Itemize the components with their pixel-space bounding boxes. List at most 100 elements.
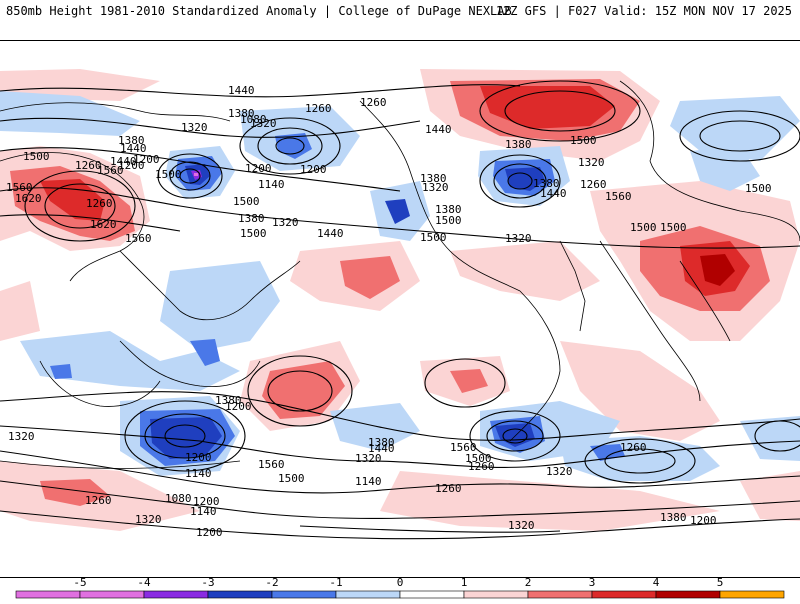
contour-label: 1080 xyxy=(165,492,192,505)
contour-label: 1440 xyxy=(425,123,452,136)
contour-label: 1380 xyxy=(420,172,447,185)
model-run-info: 12Z GFS | F027 Valid: 15Z MON NOV 17 202… xyxy=(495,4,792,18)
colorbar-tick-label: -2 xyxy=(265,576,278,589)
contour-label: 1200 xyxy=(245,162,272,175)
colorbar-swatch xyxy=(655,590,721,599)
contour-label: 1560 xyxy=(258,458,285,471)
contour-label: 1560 xyxy=(125,232,152,245)
contour-label: 1380 xyxy=(368,436,395,449)
colorbar-tick-label: 0 xyxy=(397,576,404,589)
contour-label: 1080 xyxy=(240,113,267,126)
contour-label: 1140 xyxy=(190,505,217,518)
contour-label: 1260 xyxy=(620,441,647,454)
contour-label: 1260 xyxy=(85,494,112,507)
colorbar-tick-label: 2 xyxy=(525,576,532,589)
contour-label: 1440 xyxy=(317,227,344,240)
contour-label: 1320 xyxy=(250,117,277,130)
contour-label: 1320 xyxy=(272,216,299,229)
colorbar-tick-label: 5 xyxy=(717,576,724,589)
contour-label: 1500 xyxy=(155,168,182,181)
contour-label: 1380 xyxy=(228,107,255,120)
contour-label: 1620 xyxy=(15,192,42,205)
contour-label: 1440 xyxy=(368,442,395,455)
colorbar-swatch xyxy=(207,590,273,599)
contour-label: 1500 xyxy=(745,182,772,195)
colorbar-tick-label: -5 xyxy=(73,576,86,589)
contour-label: 1260 xyxy=(305,102,332,115)
contour-label: 1500 xyxy=(420,231,447,244)
contour-label: 1440 xyxy=(228,84,255,97)
contour-label: 1320 xyxy=(181,121,208,134)
contour-label: 1560 xyxy=(605,190,632,203)
contour-label: 1620 xyxy=(90,218,117,231)
colorbar-swatch xyxy=(79,590,145,599)
contour-label: 1560 xyxy=(450,441,477,454)
contour-label: 1500 xyxy=(240,227,267,240)
colorbar-tick-label: 1 xyxy=(461,576,468,589)
contour-label: 1200 xyxy=(196,526,223,539)
colorbar-swatch xyxy=(463,590,529,599)
contour-label: 1260 xyxy=(360,96,387,109)
contour-label: 1500 xyxy=(23,150,50,163)
contour-label: 1200 xyxy=(133,153,160,166)
colorbar-swatches xyxy=(15,590,785,599)
contour-label: 1320 xyxy=(135,513,162,526)
contour-label: 1440 xyxy=(120,142,147,155)
contour-label: 1200 xyxy=(118,159,145,172)
colorbar-tick-label: 4 xyxy=(653,576,660,589)
negative-anomaly-shading xyxy=(0,91,800,481)
contour-label: 1500 xyxy=(278,472,305,485)
contour-label: 1140 xyxy=(185,467,212,480)
contour-label: 1440 xyxy=(110,155,137,168)
contour-label: 1320 xyxy=(8,430,35,443)
anomaly-map: 1440138012601200132013801320126012001440… xyxy=(0,40,800,578)
contour-label: 1320 xyxy=(505,232,532,245)
colorbar-tick-label: -3 xyxy=(201,576,214,589)
contour-label: 1260 xyxy=(86,197,113,210)
colorbar-swatch xyxy=(271,590,337,599)
contour-label: 1500 xyxy=(630,221,657,234)
contour-label: 1140 xyxy=(258,178,285,191)
contour-label: 1500 xyxy=(660,221,687,234)
contour-label: 1560 xyxy=(97,164,124,177)
contour-label: 1500 xyxy=(233,195,260,208)
contour-label: 1320 xyxy=(422,181,449,194)
contour-label: 1260 xyxy=(468,460,495,473)
contour-label: 1200 xyxy=(225,400,252,413)
colorbar-swatch xyxy=(719,590,785,599)
colorbar-swatch xyxy=(527,590,593,599)
colorbar-swatch xyxy=(143,590,209,599)
contour-label: 1500 xyxy=(570,134,597,147)
contour-label: 1200 xyxy=(193,495,220,508)
contour-label: 1380 xyxy=(435,203,462,216)
colorbar-swatch xyxy=(399,590,465,599)
contour-label: 1380 xyxy=(215,394,242,407)
colorbar-tick-label: -4 xyxy=(137,576,151,589)
colorbar-tick-label: 3 xyxy=(589,576,596,589)
contour-label: 1200 xyxy=(690,514,717,527)
contour-label: 1260 xyxy=(580,178,607,191)
contour-label: 1320 xyxy=(355,452,382,465)
contour-label: 1380 xyxy=(533,177,560,190)
contour-label: 1200 xyxy=(185,451,212,464)
colorbar-tick-labels: -5 -4 -3 -2 -1 0 1 2 3 4 5 xyxy=(73,576,723,589)
colorbar-swatch xyxy=(335,590,401,599)
contour-label: 1140 xyxy=(355,475,382,488)
contour-label: 1380 xyxy=(118,134,145,147)
height-contours xyxy=(0,80,800,540)
contour-label: 1380 xyxy=(660,511,687,524)
contour-label: 1380 xyxy=(505,138,532,151)
colorbar-swatch xyxy=(15,590,81,599)
contour-label: 1380 xyxy=(238,212,265,225)
anomaly-colorbar: -5 -4 -3 -2 -1 0 1 2 3 4 5 xyxy=(0,574,800,600)
colorbar-swatch xyxy=(591,590,657,599)
contour-label: 1260 xyxy=(435,482,462,495)
contour-label: 1500 xyxy=(465,452,492,465)
contour-label: 1320 xyxy=(546,465,573,478)
contour-label: 1560 xyxy=(6,181,33,194)
contour-label: 1200 xyxy=(300,163,327,176)
map-title: 850mb Height 1981-2010 Standardized Anom… xyxy=(6,4,512,18)
colorbar-tick-label: -1 xyxy=(329,576,342,589)
contour-label: 1440 xyxy=(540,187,567,200)
contour-label: 1500 xyxy=(435,214,462,227)
